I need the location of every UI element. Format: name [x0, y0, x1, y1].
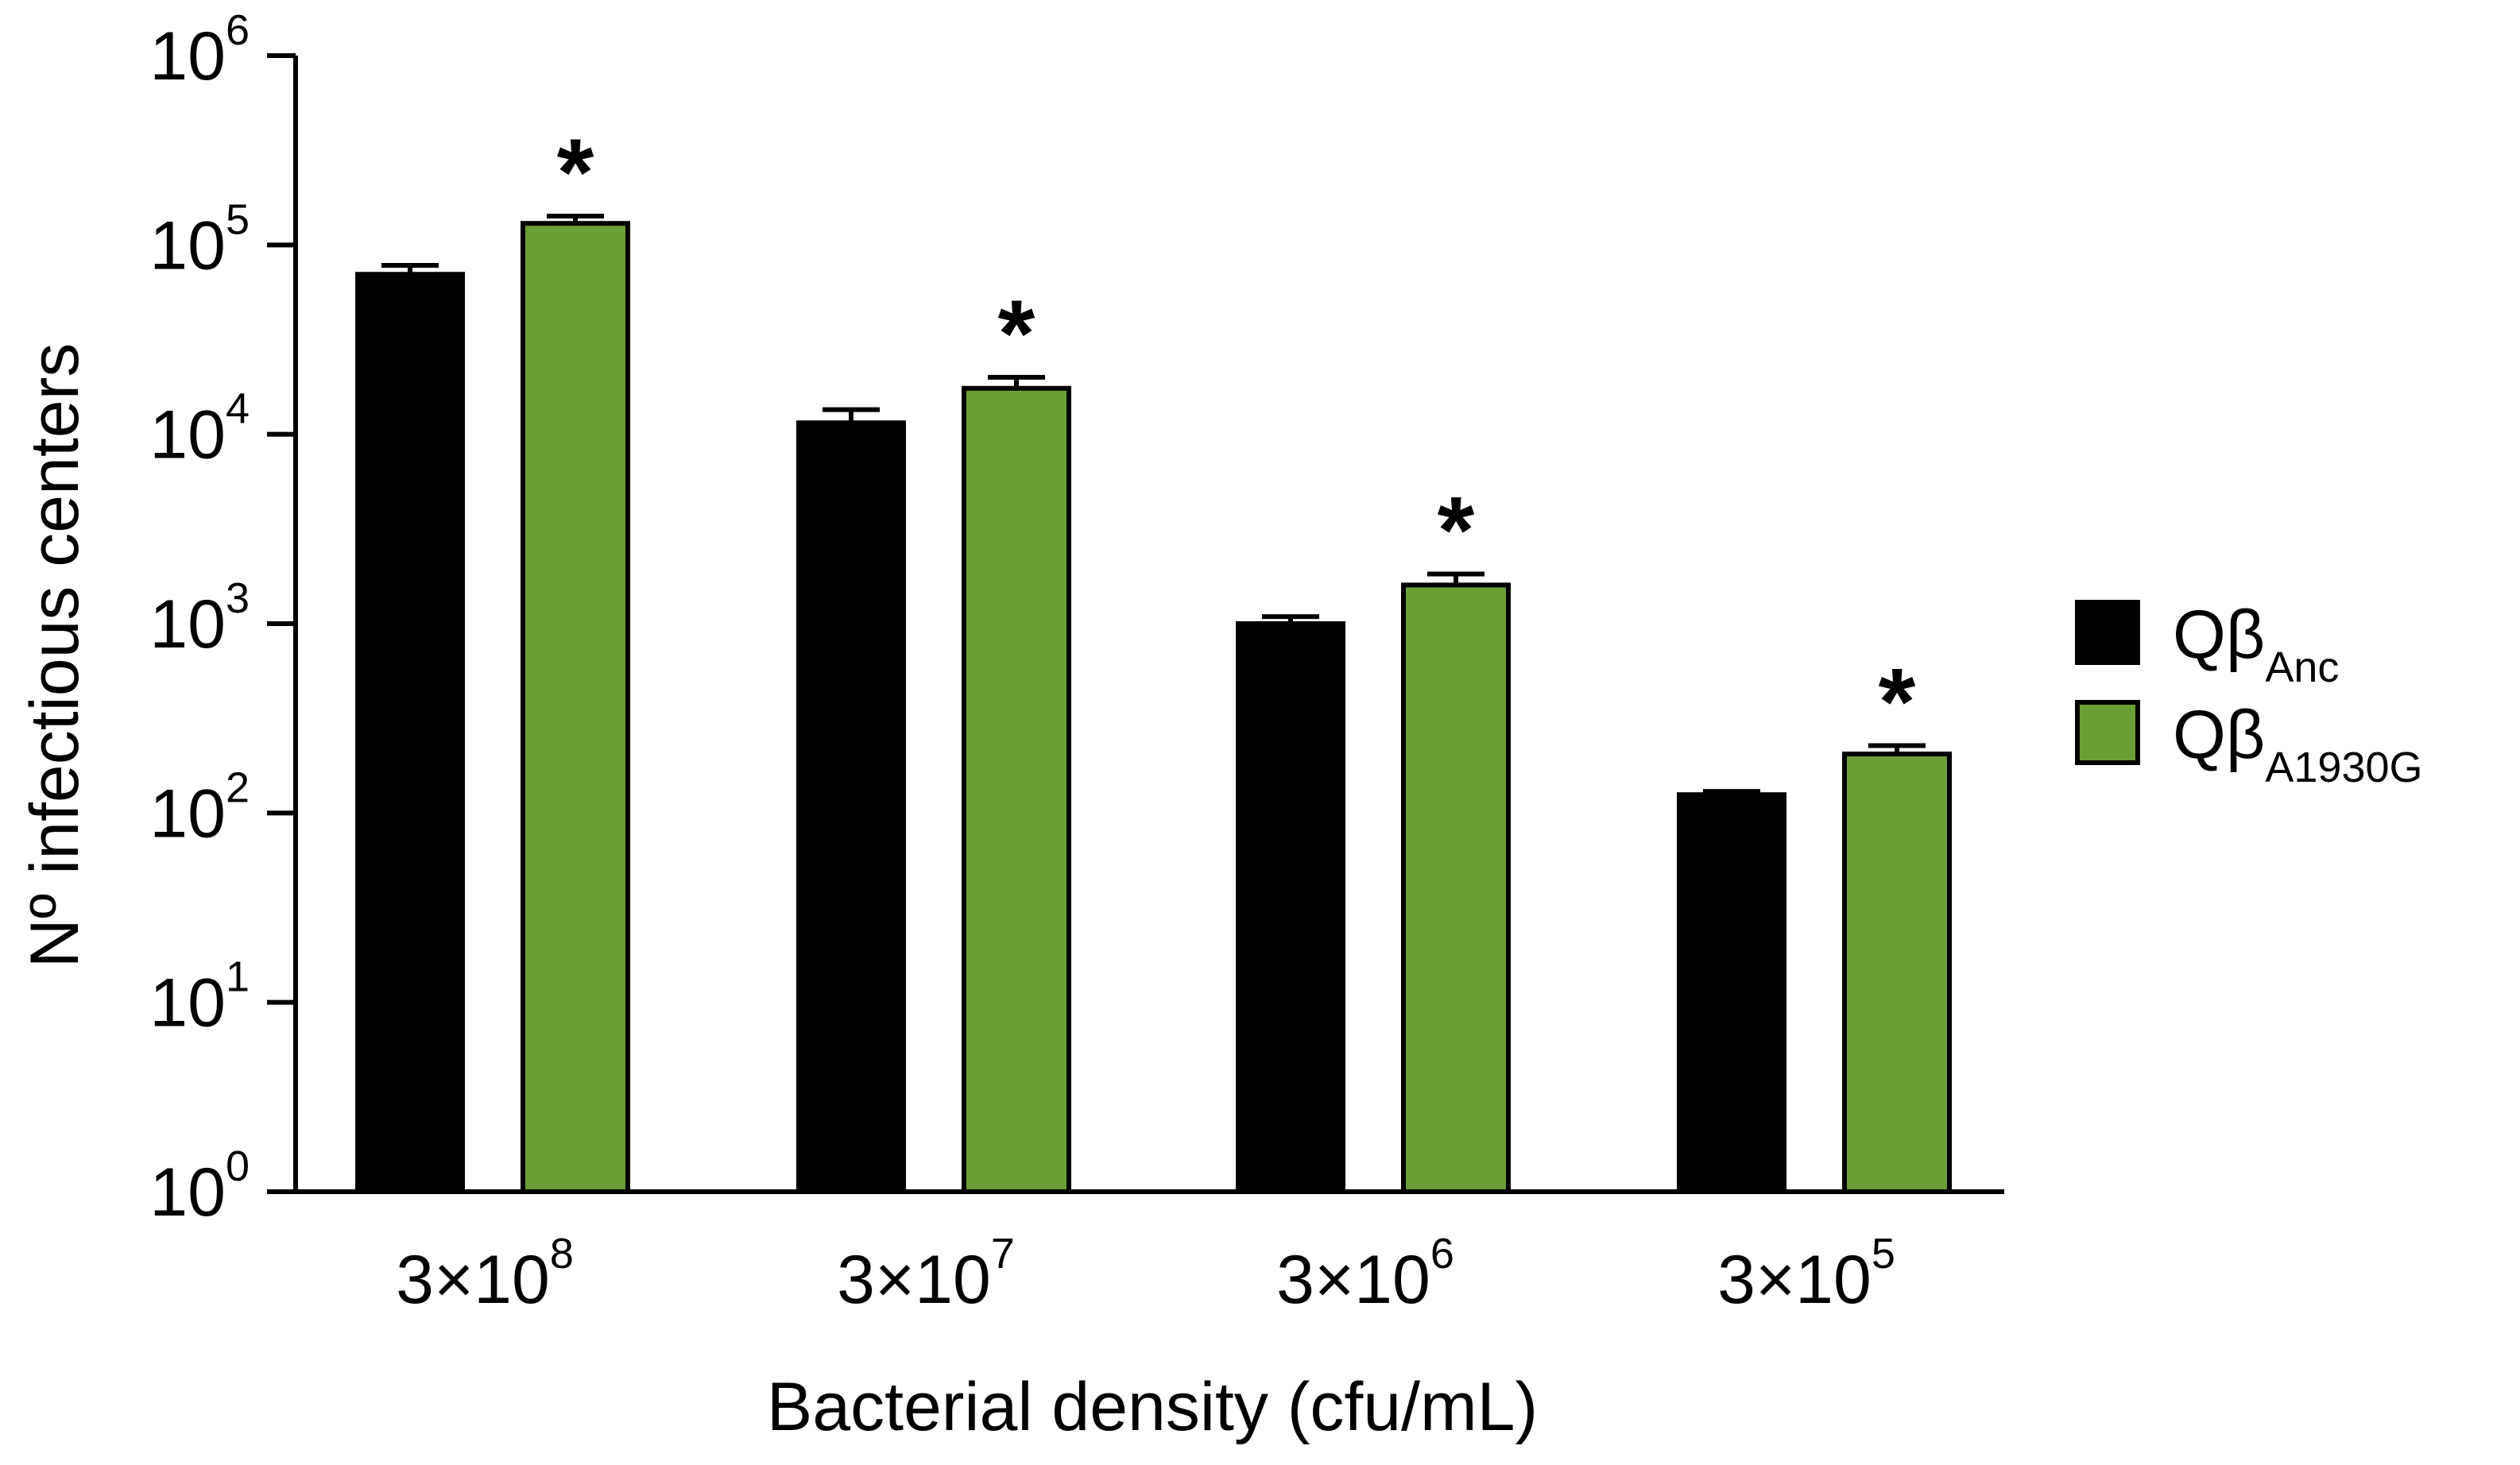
bar-0-1: [521, 221, 630, 1194]
x-category-exponent: 5: [1872, 1230, 1895, 1278]
y-tick-base: 10: [149, 1154, 226, 1231]
bar-1-1: [962, 385, 1071, 1194]
y-tick-label: 104: [149, 385, 250, 474]
bars: * * * *: [355, 119, 1952, 1195]
y-tick-base: 10: [149, 965, 226, 1042]
bar-0-0: [355, 272, 465, 1195]
x-category-label: 3×107: [837, 1230, 1015, 1318]
bar-2-1: [1401, 582, 1511, 1194]
legend-label-main: Qβ: [2173, 697, 2265, 773]
bar-3-0: [1677, 792, 1786, 1194]
y-tick-exponent: 1: [226, 953, 250, 1001]
y-tick-exponent: 4: [226, 385, 250, 433]
x-axis-title: Bacterial density (cfu/mL): [767, 1369, 1538, 1445]
x-category-exponent: 8: [550, 1230, 574, 1278]
y-tick-label: 101: [149, 953, 250, 1042]
y-tick-label: 106: [149, 6, 250, 95]
y-tick-label: 103: [149, 574, 250, 663]
y-tick-base: 10: [149, 18, 226, 95]
x-category-base: 3×10: [1276, 1242, 1430, 1318]
x-category-base: 3×10: [396, 1242, 550, 1318]
significance-star-3: *: [1879, 648, 1916, 755]
legend-label-0: QβAnc: [2173, 597, 2339, 691]
x-category-label: 3×108: [396, 1230, 574, 1318]
y-tick-exponent: 3: [226, 574, 250, 622]
y-axis-title: Nº infectious centers: [17, 343, 93, 968]
bar-2-0: [1236, 621, 1345, 1194]
legend-swatch-0: [2075, 600, 2140, 665]
legend-label-subscript: A1930G: [2265, 744, 2422, 791]
y-tick-exponent: 0: [226, 1142, 250, 1190]
y-tick-base: 10: [149, 207, 226, 284]
y-tick-label: 100: [149, 1142, 250, 1231]
y-tick-base: 10: [149, 586, 226, 663]
bar-1-0: [796, 420, 906, 1194]
legend-label-1: QβA1930G: [2173, 697, 2423, 791]
legend-label-subscript: Anc: [2265, 644, 2339, 691]
x-category-exponent: 6: [1430, 1230, 1454, 1278]
y-tick-base: 10: [149, 775, 226, 852]
y-tick-exponent: 6: [226, 6, 250, 54]
legend-label-main: Qβ: [2173, 597, 2265, 673]
y-tick-base: 10: [149, 397, 226, 474]
y-tick-label: 105: [149, 195, 250, 284]
x-category-label: 3×105: [1717, 1230, 1895, 1318]
y-tick-exponent: 2: [226, 763, 250, 811]
x-category-base: 3×10: [837, 1242, 991, 1318]
y-tick-label: 102: [149, 763, 250, 852]
bar-3-1: [1842, 752, 1952, 1194]
significance-star-1: *: [998, 280, 1035, 387]
significance-star-0: *: [557, 119, 594, 226]
legend-swatch-1: [2075, 700, 2140, 765]
x-category-label: 3×106: [1276, 1230, 1454, 1318]
significance-star-2: *: [1438, 477, 1475, 583]
x-category-base: 3×10: [1717, 1242, 1872, 1318]
y-tick-exponent: 5: [226, 195, 250, 243]
x-category-exponent: 7: [991, 1230, 1015, 1278]
